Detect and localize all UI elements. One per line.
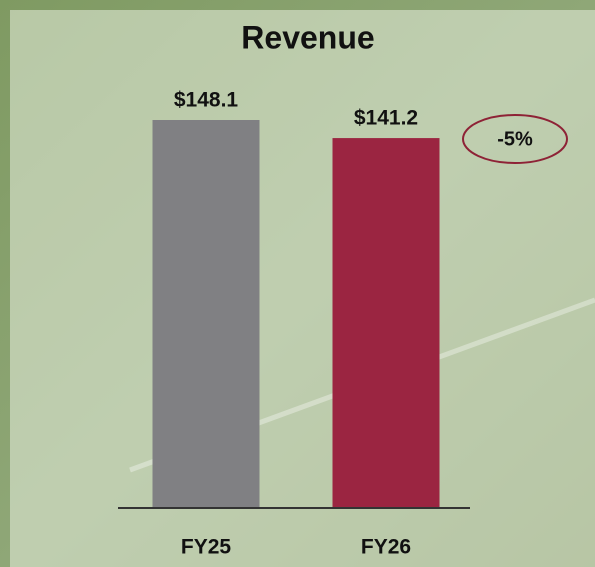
value-label: $141.2 (354, 107, 418, 130)
value-label: $148.1 (174, 89, 239, 112)
bar (333, 138, 440, 508)
page: {"chart_data": {"type": "bar", "title": … (0, 0, 595, 567)
bar (153, 120, 260, 508)
x-tick-label: FY25 (181, 536, 232, 559)
annotation: -5% (497, 128, 533, 150)
chart-title: Revenue (241, 19, 374, 55)
overlay (10, 10, 595, 567)
x-tick-label: FY26 (361, 536, 411, 559)
chart: Revenue -5% $148.1 FY25 $141.2 FY26 (0, 0, 595, 567)
